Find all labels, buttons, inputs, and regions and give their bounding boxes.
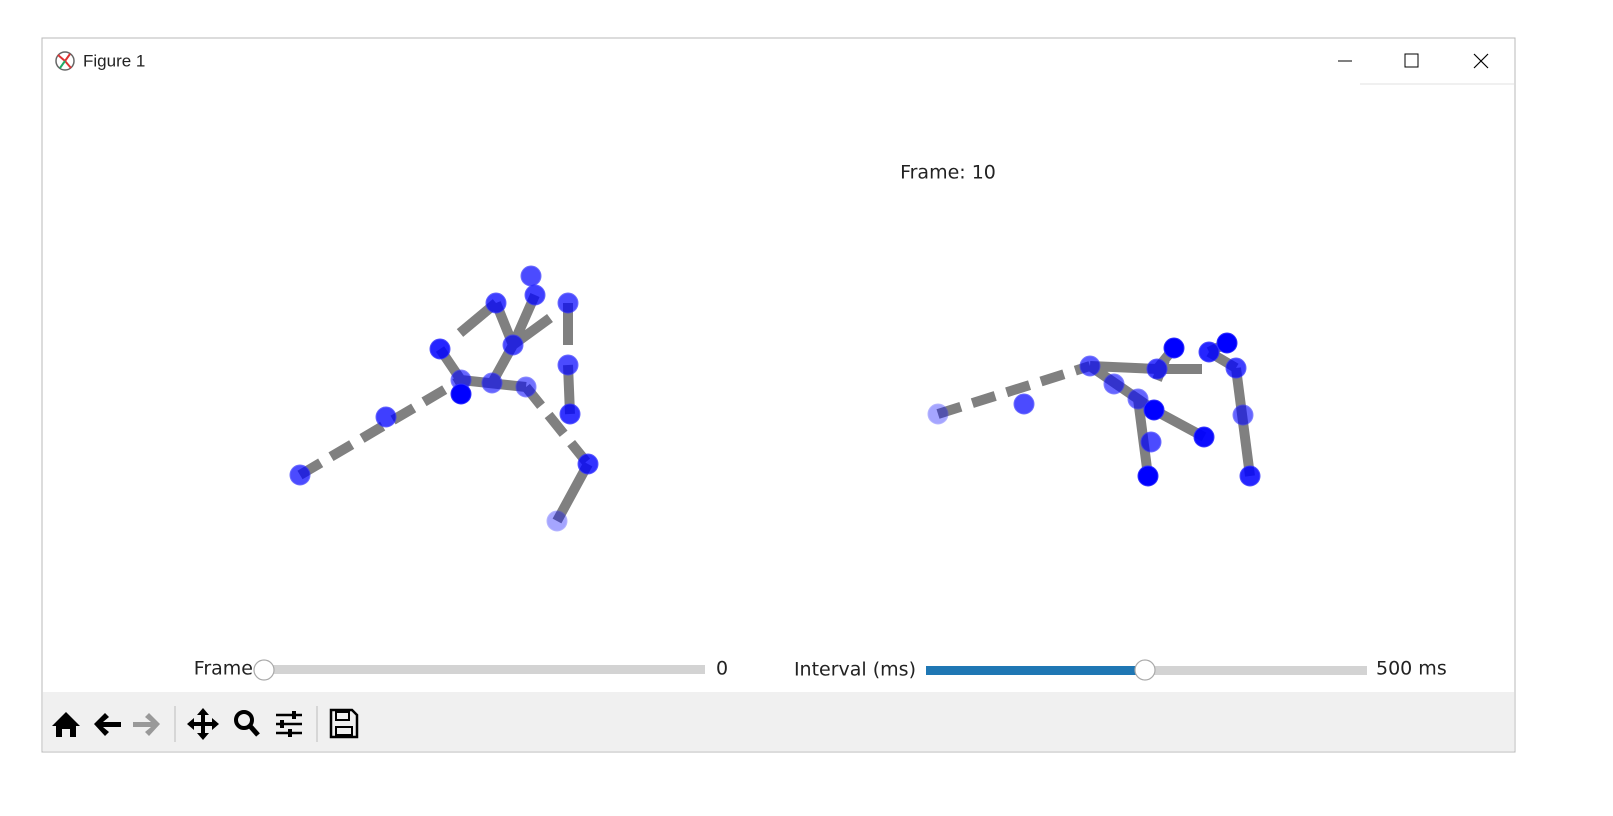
forward-button[interactable] [133,713,160,736]
home-button[interactable] [52,712,80,737]
frame-text: Frame: 10 [900,162,996,184]
slider-label: Interval (ms) [794,659,916,681]
slider-handle[interactable] [253,659,275,681]
app-icon [55,51,75,71]
window-frame [41,37,1516,753]
slider-track[interactable] [264,665,705,674]
skeleton-right [927,332,1261,487]
skeleton-left [289,265,599,532]
window-title: Figure 1 [83,51,145,70]
save-button[interactable] [329,708,359,739]
zoom-button[interactable] [234,710,260,737]
slider-handle[interactable] [1134,659,1156,681]
slider-fill [926,666,1145,675]
configure-button[interactable] [276,711,302,737]
slider-value: 0 [716,658,728,680]
pan-button[interactable] [187,708,219,740]
toolbar [43,692,1514,751]
slider-label: Frame [194,658,253,680]
slider-value: 500 ms [1376,658,1447,680]
close-button[interactable] [1456,40,1514,82]
back-button[interactable] [94,713,121,736]
maximize-button[interactable] [1388,40,1436,82]
minimize-button[interactable] [1320,40,1368,82]
